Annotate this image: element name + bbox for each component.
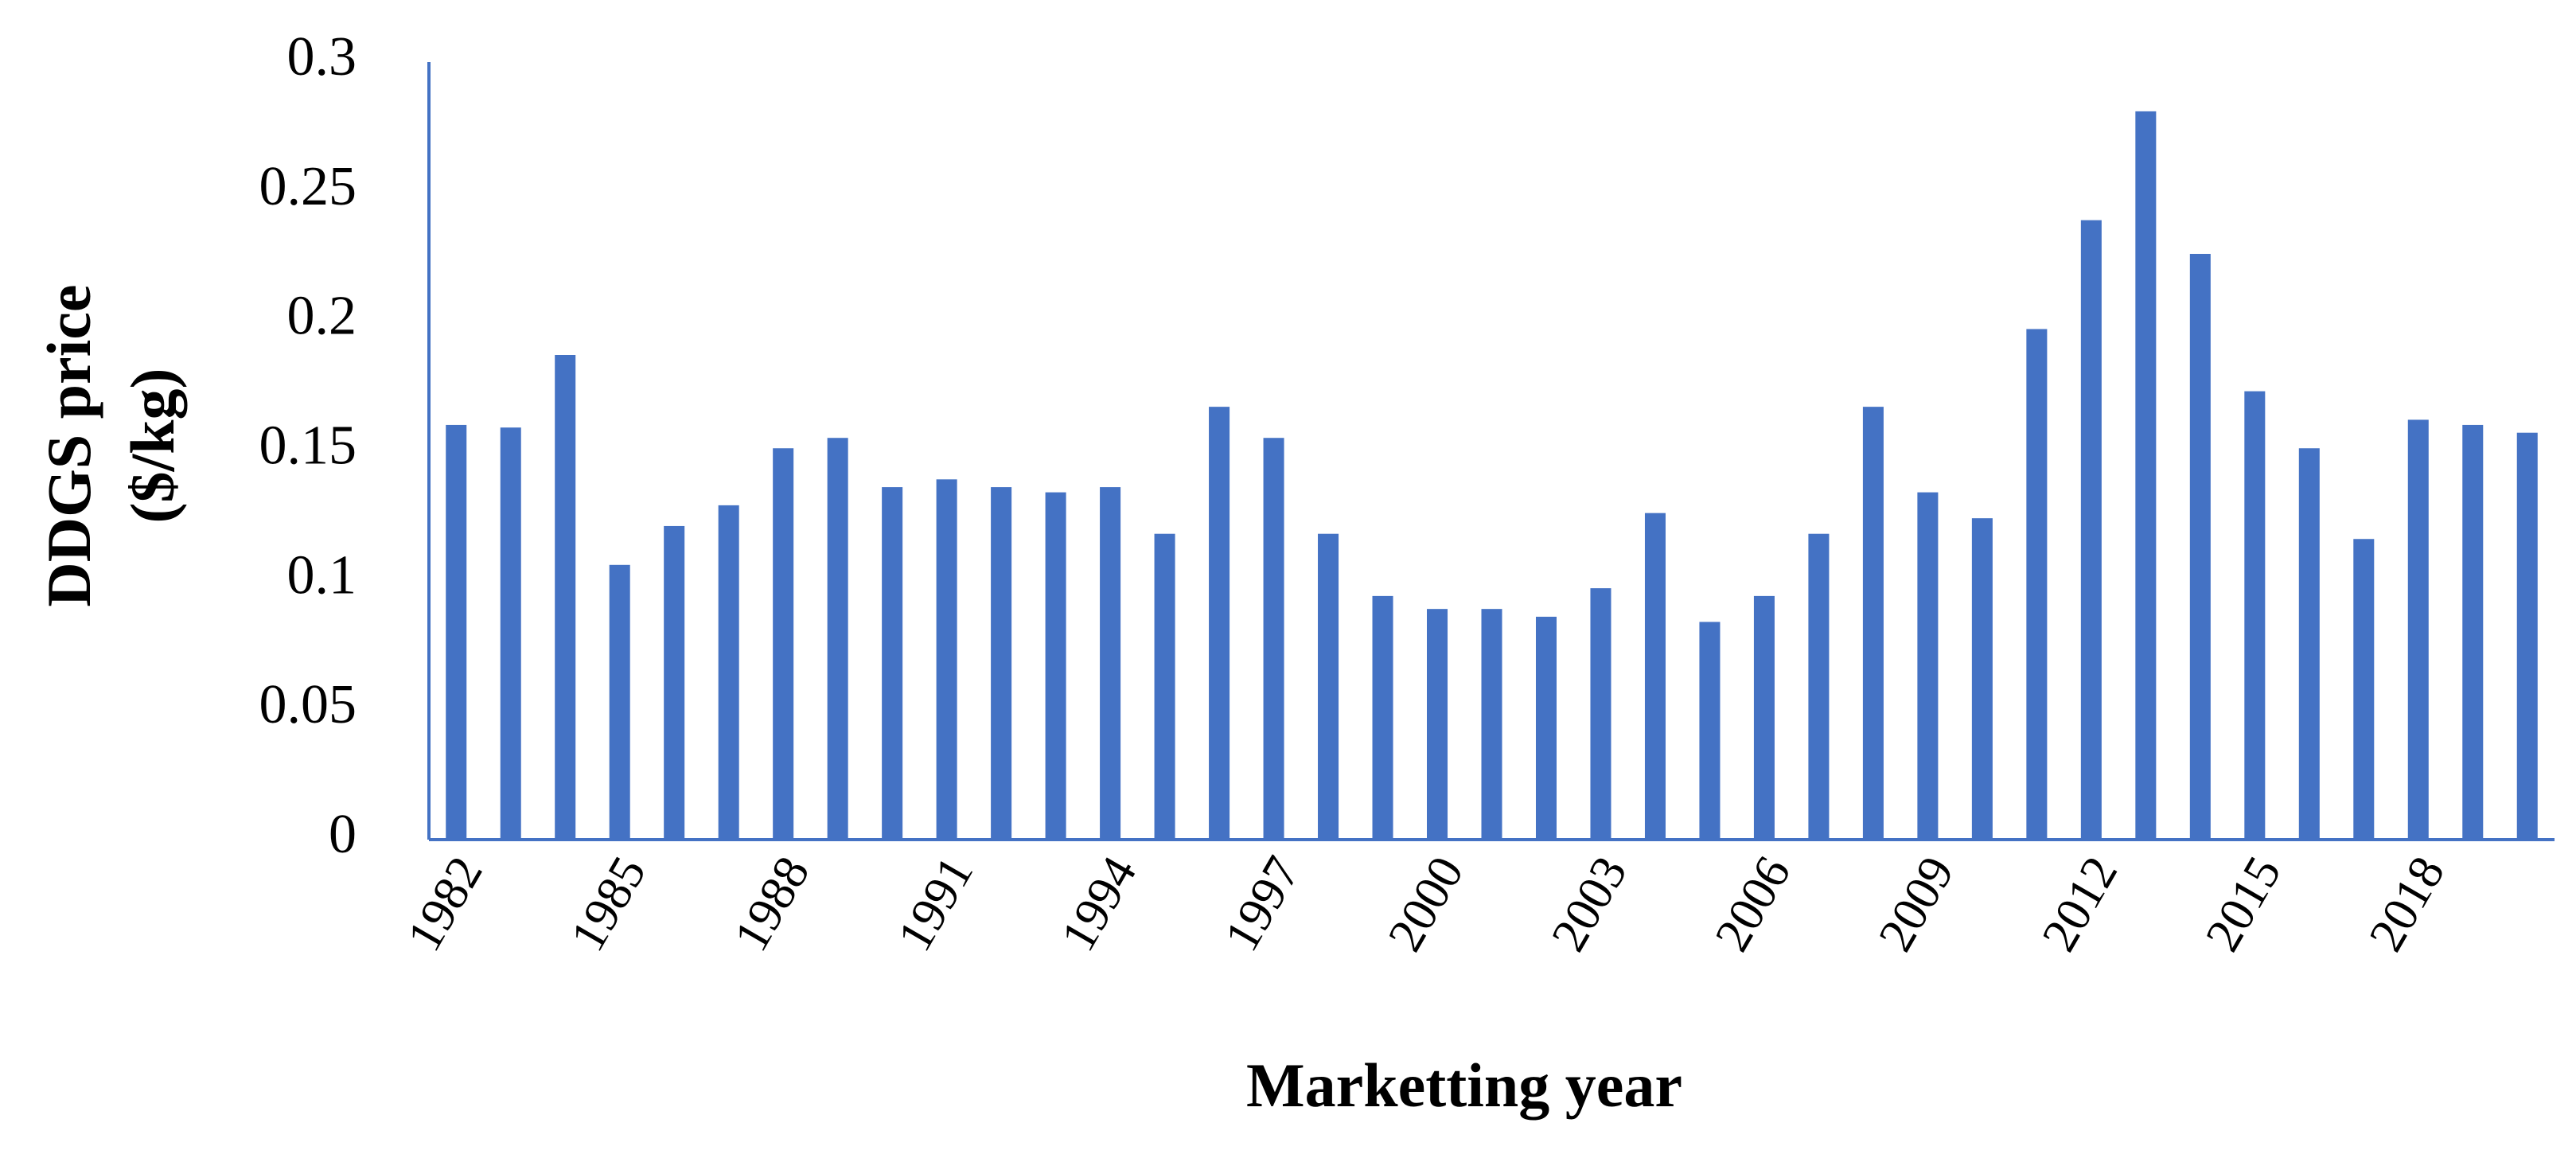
x-tick-label: 1982: [397, 848, 493, 960]
bar: [2135, 111, 2157, 840]
bar: [2244, 391, 2266, 840]
y-tick-label: 0.15: [259, 415, 357, 477]
bar: [2080, 220, 2102, 840]
bar: [718, 505, 739, 840]
x-tick-label: 2012: [2032, 848, 2128, 960]
bar: [1535, 616, 1557, 840]
bar: [1644, 513, 1666, 840]
x-tick-label: 1991: [887, 848, 984, 960]
y-tick-label: 0.1: [287, 544, 357, 606]
bar: [1862, 407, 1884, 840]
x-tick-label: 1997: [1214, 848, 1311, 960]
bar: [2298, 448, 2320, 840]
bar: [1209, 407, 1230, 840]
bar: [1318, 533, 1339, 840]
bar: [609, 564, 630, 840]
bar: [1590, 588, 1611, 840]
x-tick-label: 2018: [2359, 848, 2455, 960]
bar: [773, 448, 794, 840]
bar: [1045, 492, 1066, 840]
bar: [2189, 253, 2211, 840]
bar: [446, 424, 467, 840]
x-tick-label: 2000: [1378, 848, 1475, 960]
bar: [827, 438, 848, 840]
y-tick-label: 0.05: [259, 674, 357, 735]
bar: [1263, 438, 1284, 840]
bar: [2026, 329, 2048, 840]
y-tick-label: 0.3: [287, 26, 357, 88]
x-tick-label: 2003: [1541, 848, 1638, 960]
x-tick-label: 1988: [724, 848, 820, 960]
bar: [1427, 609, 1448, 840]
bar: [500, 427, 521, 840]
bar: [2407, 419, 2429, 840]
bar: [2516, 432, 2538, 840]
bar: [1753, 595, 1775, 840]
x-tick-label: 1994: [1051, 848, 1148, 960]
x-tick-label: 1985: [560, 848, 657, 960]
y-axis-title-line: DDGS price: [34, 284, 103, 606]
bar: [1699, 622, 1721, 840]
y-tick-label: 0.25: [259, 156, 357, 217]
bar: [882, 487, 903, 840]
x-tick-label: 2009: [1869, 848, 1965, 960]
bar: [555, 355, 576, 840]
x-axis-title: Marketting year: [1246, 1051, 1682, 1120]
bar: [2462, 424, 2484, 840]
bar: [1808, 533, 1830, 840]
y-tick-label: 0: [329, 804, 357, 865]
bar: [1971, 518, 1993, 840]
y-axis-title: DDGS price ($/kg): [34, 284, 187, 606]
bar: [991, 487, 1012, 840]
bar: [1372, 595, 1393, 840]
bar: [2353, 539, 2375, 840]
bar: [664, 525, 685, 840]
bar: [1481, 609, 1502, 840]
y-axis-title-line: ($/kg): [118, 368, 187, 524]
y-tick-label: 0.2: [287, 286, 357, 347]
bar: [936, 479, 957, 840]
bar: [1100, 487, 1121, 840]
x-tick-label: 2006: [1705, 848, 1801, 960]
bar: [1917, 492, 1939, 840]
x-tick-label: 2015: [2196, 848, 2292, 960]
bar: [1154, 533, 1175, 840]
